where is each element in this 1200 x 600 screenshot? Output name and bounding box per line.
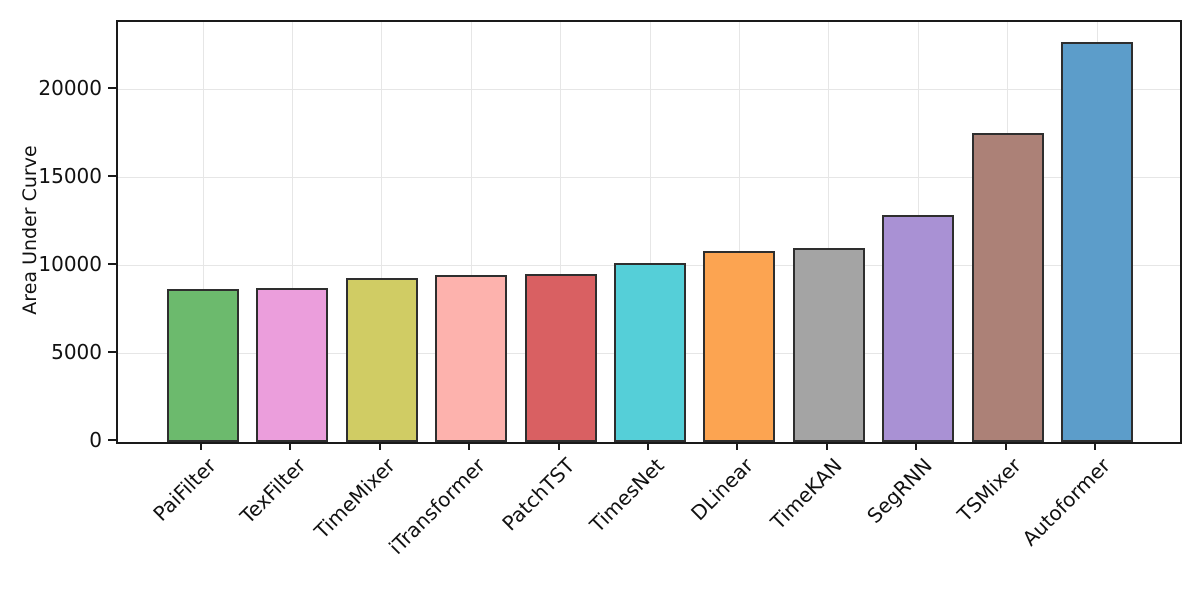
- y-tick-mark: [108, 174, 116, 177]
- x-tick-mark: [736, 442, 739, 450]
- y-tick-label: 20000: [38, 75, 102, 100]
- x-tick-label: DLinear: [685, 453, 758, 526]
- h-gridline: [118, 89, 1180, 91]
- x-tick-mark: [200, 442, 202, 450]
- x-tick-label: Autoformer: [1017, 453, 1116, 551]
- x-tick-label: PaiFilter: [148, 453, 222, 526]
- x-tick-label: TexFilter: [235, 453, 311, 529]
- x-tick-label: PatchTST: [496, 453, 579, 536]
- bar-PatchTST: [524, 273, 597, 442]
- h-gridline: [118, 177, 1180, 179]
- x-tick-mark: [647, 442, 649, 450]
- v-gridline: [649, 22, 651, 442]
- y-tick-label: 0: [89, 428, 102, 452]
- plot-area: [116, 20, 1182, 444]
- v-gridline: [828, 22, 830, 442]
- bar-TSMixer: [971, 133, 1044, 442]
- x-tick-label: TimeMixer: [309, 453, 401, 544]
- v-gridline: [738, 22, 740, 442]
- bar-SegRNN: [882, 215, 955, 442]
- x-tick-mark: [915, 442, 918, 450]
- v-gridline: [470, 22, 472, 442]
- x-tick-mark: [378, 442, 381, 450]
- x-tick-mark: [1004, 442, 1007, 450]
- x-tick-label: TimesNet: [584, 453, 669, 538]
- bar-DLinear: [703, 251, 776, 442]
- y-tick-mark: [108, 439, 116, 441]
- x-tick-mark: [289, 442, 292, 450]
- v-gridline: [291, 22, 293, 442]
- x-tick-mark: [557, 442, 560, 450]
- bar-TimeKAN: [792, 247, 865, 442]
- y-tick-mark: [108, 262, 116, 265]
- bar-iTransformer: [435, 274, 508, 442]
- y-tick-label: 5000: [51, 339, 102, 364]
- bar-TimesNet: [614, 262, 686, 442]
- bar-PaiFilter: [167, 288, 239, 442]
- y-tick-label: 15000: [38, 163, 102, 188]
- y-tick-label: 10000: [38, 251, 102, 276]
- x-tick-label: TimeKAN: [766, 453, 848, 535]
- v-gridline: [381, 22, 383, 442]
- bar-Autoformer: [1061, 41, 1133, 442]
- v-gridline: [560, 22, 562, 442]
- v-gridline: [202, 22, 204, 442]
- x-tick-mark: [468, 442, 471, 450]
- x-tick-label: SegRNN: [861, 453, 937, 528]
- y-tick-mark: [108, 86, 116, 89]
- bar-TimeMixer: [345, 277, 418, 442]
- bar-TexFilter: [256, 287, 329, 442]
- x-tick-mark: [1094, 442, 1096, 450]
- y-tick-mark: [108, 350, 116, 353]
- x-tick-mark: [825, 442, 828, 450]
- x-tick-label: TSMixer: [952, 453, 1026, 527]
